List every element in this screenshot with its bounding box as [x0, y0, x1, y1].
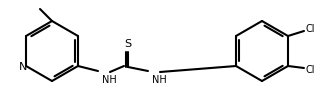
Text: NH: NH: [152, 75, 167, 85]
Text: S: S: [124, 39, 131, 49]
Text: N: N: [19, 62, 27, 72]
Text: Cl: Cl: [306, 65, 316, 75]
Text: Cl: Cl: [306, 24, 316, 34]
Text: NH: NH: [102, 75, 117, 85]
